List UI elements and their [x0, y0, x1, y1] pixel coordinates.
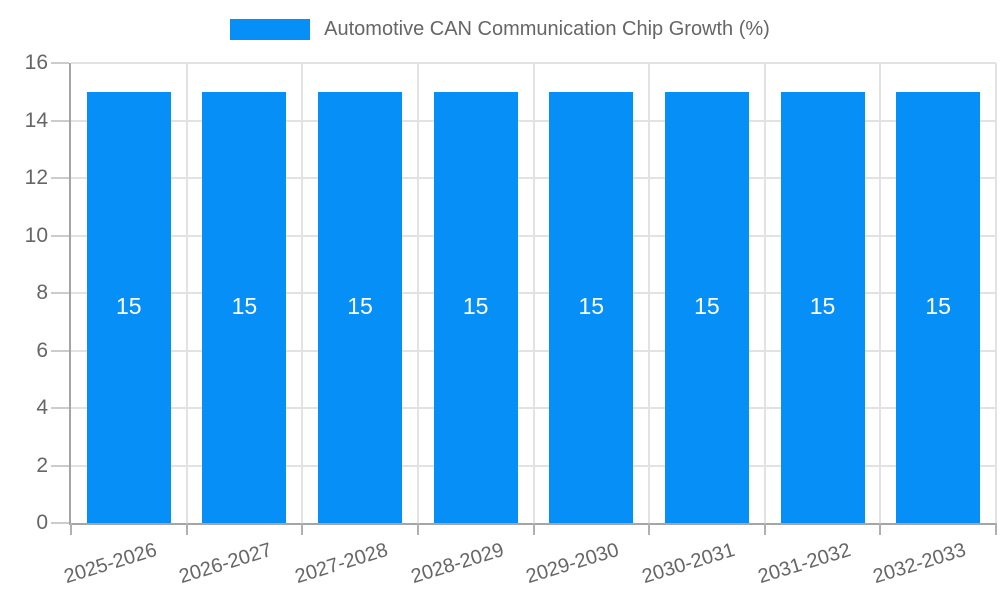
- gridline-vertical: [416, 63, 419, 523]
- y-axis-tick: [51, 407, 69, 409]
- bar-value-label: 15: [347, 293, 373, 320]
- y-tick-label: 12: [24, 166, 48, 189]
- bar[interactable]: [433, 91, 518, 523]
- gridline-vertical: [185, 63, 188, 523]
- gridline-vertical: [532, 63, 535, 523]
- x-axis-tick: [185, 523, 188, 535]
- y-axis-tick: [51, 464, 69, 467]
- bar-value-label: 15: [462, 293, 489, 320]
- gridline-vertical: [995, 63, 997, 523]
- plot-area: 0 2 4 6 8 10 12 14 16 15 2025-2026 15 2026-2027 15 202…: [25, 51, 997, 588]
- bar-value-label: 15: [116, 293, 142, 320]
- y-axis-tick: [51, 522, 69, 524]
- y-axis-tick: [51, 62, 69, 64]
- legend-item[interactable]: Automotive CAN Communication Chip Growth…: [230, 18, 770, 41]
- y-axis-tick: [51, 177, 69, 179]
- bar[interactable]: [664, 91, 749, 523]
- gridline-vertical: [763, 63, 766, 523]
- x-axis-tick: [301, 523, 304, 535]
- x-axis-tick: [648, 523, 651, 535]
- y-tick-label: 6: [36, 338, 48, 362]
- y-tick-label: 14: [24, 108, 48, 132]
- gridline-vertical: [879, 63, 882, 523]
- bar-value-label: 15: [231, 293, 258, 320]
- y-axis-tick: [51, 119, 69, 122]
- bar-value-label: 15: [925, 293, 951, 320]
- y-tick-label: 10: [24, 223, 48, 247]
- y-axis-tick: [51, 234, 69, 237]
- legend-label: Automotive CAN Communication Chip Growth…: [324, 18, 770, 40]
- y-tick-label: 16: [24, 51, 48, 74]
- bar-value-label: 15: [694, 293, 720, 320]
- bar[interactable]: [549, 91, 634, 523]
- bar[interactable]: [202, 91, 287, 523]
- y-tick-label: 0: [36, 511, 48, 534]
- bar-value-label: 15: [809, 293, 836, 320]
- x-axis-tick: [879, 523, 882, 535]
- chart-legend: Automotive CAN Communication Chip Growth…: [0, 18, 1000, 41]
- y-tick-label: 8: [36, 281, 48, 304]
- bar[interactable]: [86, 91, 171, 523]
- x-axis-tick: [70, 523, 72, 535]
- bar-value-label: 15: [578, 293, 605, 320]
- bar[interactable]: [318, 91, 403, 523]
- x-axis-tick: [532, 523, 535, 535]
- x-axis-tick: [763, 523, 766, 535]
- y-tick-label: 2: [36, 453, 48, 477]
- gridline-vertical: [301, 63, 304, 523]
- gridline-vertical: [648, 63, 651, 523]
- legend-swatch: [230, 19, 311, 40]
- y-axis-tick: [51, 349, 69, 352]
- bar[interactable]: [780, 91, 865, 523]
- bar[interactable]: [896, 91, 981, 523]
- y-axis-tick: [51, 292, 69, 294]
- x-axis-tick: [416, 523, 419, 535]
- x-axis-tick: [995, 523, 997, 535]
- y-tick-label: 4: [36, 396, 48, 419]
